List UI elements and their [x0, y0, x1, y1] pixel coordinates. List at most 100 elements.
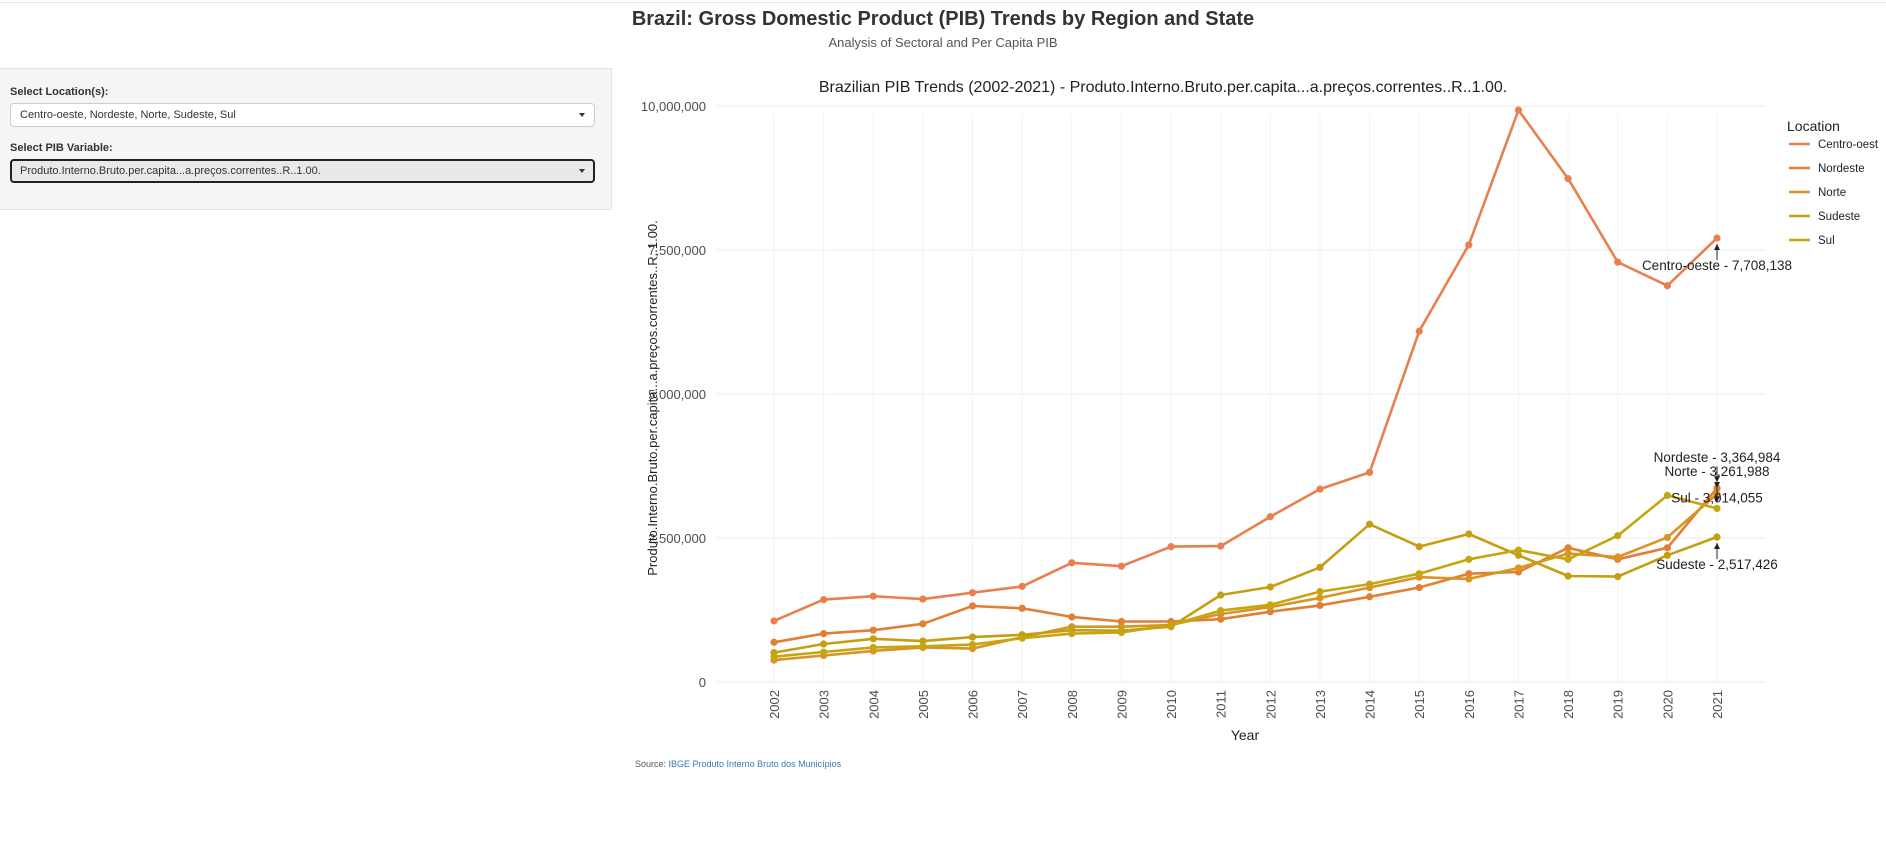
x-tick-label: 2003: [817, 690, 832, 719]
location-select-label: Select Location(s):: [10, 86, 109, 98]
data-point: [1713, 533, 1721, 541]
data-point: [770, 617, 778, 625]
data-point: [1167, 621, 1175, 629]
y-axis-title: Produto.Interno.Bruto.per.capita...a.pre…: [645, 220, 660, 576]
data-point: [1465, 530, 1473, 538]
data-point: [1068, 613, 1076, 621]
y-tick-label: 0: [699, 675, 706, 690]
top-border: [0, 2, 1886, 3]
arrowhead-icon: [1714, 482, 1720, 489]
x-tick-label: 2012: [1263, 690, 1278, 719]
data-point: [1614, 258, 1622, 266]
source-link[interactable]: IBGE Produto Interno Bruto dos Município…: [668, 759, 842, 769]
data-point: [869, 626, 877, 634]
data-point: [1713, 234, 1721, 242]
data-point: [1614, 572, 1622, 581]
data-point: [1465, 575, 1473, 583]
data-point: [1415, 327, 1423, 335]
x-tick-label: 2010: [1164, 690, 1179, 719]
series-sudeste: [770, 520, 1721, 657]
sidebar-panel: Select Location(s): Centro-oeste, Nordes…: [0, 68, 612, 210]
arrowhead-icon: [1714, 543, 1720, 550]
data-point: [820, 648, 828, 656]
arrowhead-icon: [1714, 244, 1720, 251]
data-point: [1018, 634, 1026, 642]
chart-title: Brazilian PIB Trends (2002-2021) - Produ…: [819, 79, 1507, 96]
data-point: [1365, 520, 1374, 528]
data-point: [1018, 582, 1026, 590]
legend-item-norte: Norte: [1789, 187, 1846, 199]
data-point: [869, 635, 877, 643]
data-point: [968, 589, 977, 597]
data-point: [1365, 593, 1374, 601]
x-axis-title: Year: [1231, 727, 1260, 743]
legend: Location Centro-oeste Nordeste Norte Sudest…: [1787, 118, 1878, 247]
legend-label: Nordeste: [1818, 163, 1865, 175]
data-point: [1465, 241, 1473, 249]
x-tick-label: 2018: [1561, 690, 1576, 719]
variable-select[interactable]: Produto.Interno.Bruto.per.capita...a.pre…: [10, 159, 595, 183]
chart-grid: [717, 105, 1765, 683]
annotation-label: Sul - 3,014,055: [1671, 490, 1763, 505]
data-point: [1266, 513, 1274, 521]
legend-label: Sul: [1818, 235, 1835, 247]
data-point: [820, 640, 828, 648]
annotation-label: Nordeste - 3,364,984: [1654, 450, 1781, 465]
legend-label: Norte: [1818, 187, 1846, 199]
data-point: [1415, 583, 1423, 592]
data-point: [1167, 543, 1175, 551]
series-line: [773, 487, 1718, 644]
legend-label: Centro-oeste: [1818, 139, 1878, 151]
source-note: Source: IBGE Produto Interno Bruto dos M…: [635, 759, 841, 769]
data-point: [820, 596, 828, 604]
annotation-label: Centro-oeste - 7,708,138: [1642, 258, 1792, 273]
data-point: [919, 642, 927, 650]
x-tick-label: 2009: [1114, 690, 1129, 719]
legend-item-sul: Sul: [1789, 235, 1835, 247]
data-point: [1068, 630, 1076, 638]
legend-title: Location: [1787, 118, 1840, 134]
data-point: [1217, 606, 1225, 615]
series-sul: [770, 491, 1721, 661]
arrowhead-icon: [1714, 496, 1720, 503]
data-point: [1663, 282, 1671, 290]
data-point: [1465, 570, 1473, 578]
data-point: [1266, 583, 1274, 591]
series-layer: [770, 106, 1721, 664]
data-point: [869, 592, 877, 600]
data-point: [1415, 570, 1423, 578]
y-axis-ticks: 0 2,500,000 5,000,000 7,500,000 10,000,000: [641, 99, 706, 690]
chevron-down-icon: [579, 113, 585, 117]
x-tick-label: 2008: [1065, 690, 1080, 719]
variable-select-label: Select PIB Variable:: [10, 142, 113, 154]
x-tick-label: 2015: [1412, 690, 1427, 719]
data-point: [1266, 601, 1274, 609]
x-tick-label: 2002: [767, 690, 782, 719]
data-point: [1365, 580, 1374, 588]
location-select[interactable]: Centro-oeste, Nordeste, Norte, Sudeste, …: [10, 103, 595, 127]
data-point: [919, 620, 927, 628]
data-point: [968, 633, 977, 641]
y-tick-label: 2,500,000: [648, 531, 706, 546]
data-point: [1316, 587, 1324, 596]
data-point: [1663, 491, 1671, 499]
variable-select-value: Produto.Interno.Bruto.per.capita...a.pre…: [20, 165, 321, 177]
data-point: [1415, 543, 1423, 551]
x-tick-label: 2006: [966, 690, 981, 719]
x-tick-label: 2014: [1363, 690, 1378, 719]
data-point: [1614, 553, 1622, 561]
data-point: [1663, 544, 1671, 552]
data-point: [1316, 485, 1324, 493]
chevron-down-icon: [579, 169, 585, 173]
data-point: [1117, 562, 1126, 570]
data-point: [968, 602, 977, 610]
data-point: [1316, 563, 1324, 571]
data-point: [1217, 591, 1225, 599]
data-point: [919, 637, 927, 645]
data-point: [770, 638, 778, 646]
data-point: [1117, 617, 1126, 626]
data-point: [1316, 601, 1324, 609]
x-axis-ticks: 2002 2003 2004 2005 2006 2007 2008 2009 2010 2011…: [767, 690, 1725, 719]
annotation-label: Norte - 3,261,988: [1664, 464, 1769, 479]
data-point: [1068, 559, 1076, 567]
